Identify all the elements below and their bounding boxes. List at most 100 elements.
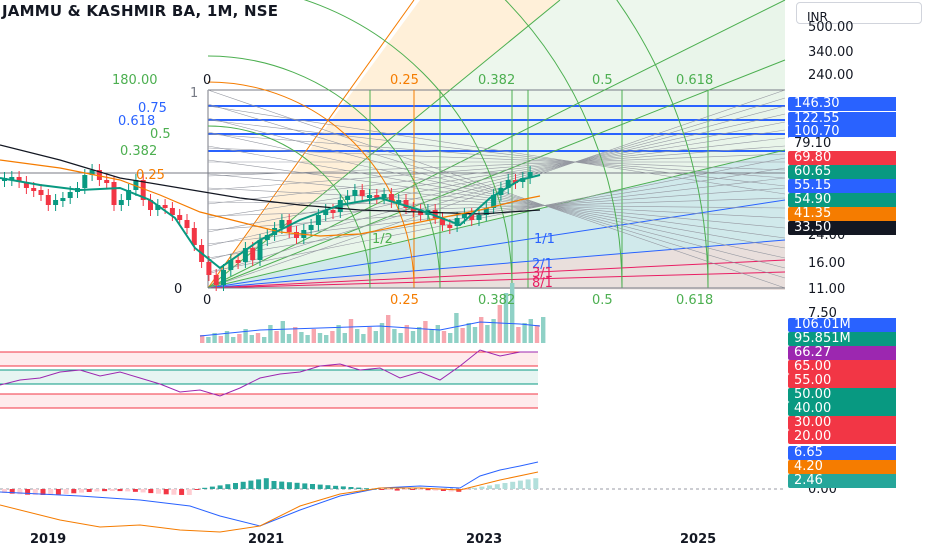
macd-histogram-bar xyxy=(317,484,323,489)
macd-histogram-bar xyxy=(156,489,161,494)
candle-body xyxy=(403,200,409,208)
candle-body xyxy=(469,214,475,220)
gann-ratio-label: 1/2 xyxy=(372,232,393,247)
rsi-badge: 66.27 xyxy=(788,346,896,360)
candle-body xyxy=(483,208,489,215)
macd-line xyxy=(0,461,539,527)
macd-histogram-bar xyxy=(471,487,477,489)
volume-bar xyxy=(348,319,354,343)
candle-body xyxy=(264,235,270,240)
candle-body xyxy=(228,260,234,270)
candle-body xyxy=(206,262,212,275)
volume-bar xyxy=(379,323,385,343)
macd-histogram-bar xyxy=(171,489,177,495)
fan-grid-line xyxy=(207,197,786,217)
price-axis-label: 500.00 xyxy=(808,20,854,35)
volume-bar xyxy=(262,337,267,343)
currency-selector[interactable]: INR xyxy=(796,2,922,24)
ma-200-line xyxy=(0,144,541,215)
macd-histogram-bar xyxy=(363,488,369,490)
candle-body xyxy=(9,177,15,180)
macd-histogram-bar xyxy=(510,481,516,489)
chart-title: JAMMU & KASHMIR BA, 1M, NSE xyxy=(2,2,279,20)
price-badge: 79.10 xyxy=(788,137,896,151)
macd-histogram-bar xyxy=(448,489,454,492)
gann-fan-line xyxy=(207,271,786,289)
fan-grid-line xyxy=(207,145,786,249)
candle-body xyxy=(272,228,278,235)
macd-histogram-bar xyxy=(348,487,354,489)
macd-histogram-bar xyxy=(302,483,308,489)
candle-body xyxy=(396,200,402,203)
candle-body xyxy=(527,172,533,178)
candle-body xyxy=(45,195,51,205)
volume-bar xyxy=(460,328,465,343)
macd-histogram-bar xyxy=(402,489,408,490)
macd-histogram-bar xyxy=(325,485,331,489)
candlestick-series xyxy=(0,144,541,291)
candle-body xyxy=(476,215,482,220)
fib-top-label: 0.382 xyxy=(478,73,516,88)
macd-histogram-bar xyxy=(186,489,192,495)
macd-pane xyxy=(0,461,785,533)
fib-level-label: 0.5 xyxy=(150,127,171,142)
candle-body xyxy=(308,225,314,230)
macd-histogram-bar xyxy=(333,485,339,489)
macd-histogram-bar xyxy=(55,489,61,495)
volume-bar xyxy=(410,331,416,343)
fib-level-label: 0 xyxy=(174,282,183,297)
fib-top-label: 0.618 xyxy=(676,73,714,88)
fan-grid-line xyxy=(207,153,786,177)
candle-body xyxy=(323,210,329,215)
candle-body xyxy=(111,182,117,205)
macd-histogram-bar xyxy=(464,489,469,490)
candle-body xyxy=(148,200,153,210)
candle-body xyxy=(250,248,256,260)
macd-histogram-bar xyxy=(525,479,531,489)
candle-body xyxy=(279,220,285,228)
price-axis-label: 340.00 xyxy=(808,45,854,60)
macd-histogram-bar xyxy=(533,478,539,489)
candle-body xyxy=(191,228,197,245)
candle-body xyxy=(23,182,29,188)
macd-histogram-bar xyxy=(32,489,38,495)
macd-histogram-bar xyxy=(86,489,92,492)
macd-badge: 2.46 xyxy=(788,474,896,488)
macd-histogram-bar xyxy=(487,485,493,489)
macd-histogram-bar xyxy=(2,489,7,493)
price-badge: 146.30 xyxy=(788,97,896,111)
macd-histogram-bar xyxy=(440,489,446,491)
fan-grid-line xyxy=(207,129,786,219)
fan-grid-line xyxy=(207,97,786,275)
candle-body xyxy=(381,194,387,198)
macd-histogram-bar xyxy=(356,487,362,489)
fib-bottom-label: 0.618 xyxy=(676,293,714,308)
macd-histogram-bar xyxy=(387,489,392,490)
macd-histogram-bar xyxy=(148,489,154,494)
fan-grid-line xyxy=(207,173,786,229)
candle-body xyxy=(454,218,460,226)
macd-histogram-bar xyxy=(417,489,423,490)
volume-bar xyxy=(255,333,261,343)
macd-histogram-bar xyxy=(248,480,254,489)
volume-bar xyxy=(212,333,217,343)
candle-body xyxy=(388,194,394,202)
volume-bar xyxy=(466,323,471,343)
fib-level-label: 0.382 xyxy=(120,144,158,159)
price-badge: 54.90 xyxy=(788,193,896,207)
price-axis-label: 16.00 xyxy=(808,256,846,271)
fan-grid-line xyxy=(207,187,786,219)
macd-histogram-bar xyxy=(202,487,208,489)
macd-histogram-bar xyxy=(194,489,200,490)
volume-bar xyxy=(497,305,502,343)
candle-body xyxy=(505,180,511,188)
candle-body xyxy=(352,190,358,196)
rsi-badge: 55.00 xyxy=(788,374,896,388)
volume-bar xyxy=(386,315,391,343)
candle-body xyxy=(491,195,497,208)
rsi-zone-oversold xyxy=(0,394,538,408)
fib-top-label: 0.25 xyxy=(390,73,419,88)
candle-body xyxy=(96,170,102,180)
candle-body xyxy=(31,188,37,191)
